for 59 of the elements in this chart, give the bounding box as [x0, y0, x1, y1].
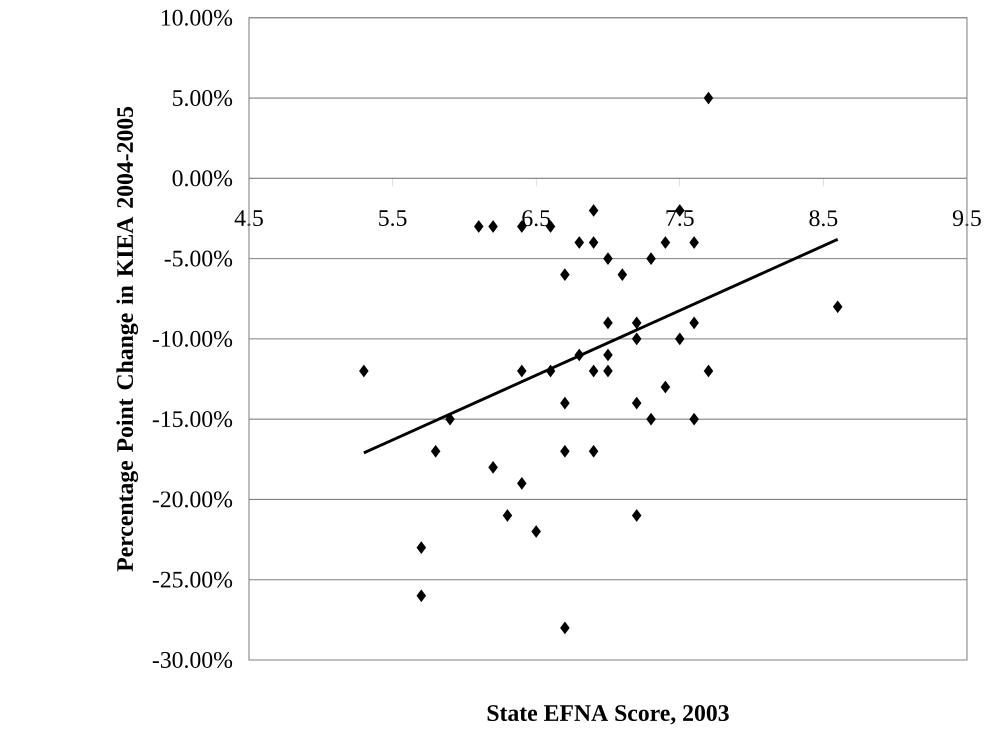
point: [646, 252, 656, 265]
point: [675, 332, 684, 346]
point: [632, 509, 642, 522]
point: [632, 396, 642, 410]
x-tick-label: 6.5: [522, 210, 550, 226]
point: [618, 268, 628, 281]
point: [603, 348, 613, 362]
point: [359, 364, 369, 378]
y-tick-label: -30.00%: [152, 652, 232, 668]
x-tick-label: 4.5: [234, 210, 263, 226]
point: [574, 348, 584, 362]
point: [588, 364, 598, 378]
point: [833, 300, 842, 313]
point: [560, 445, 570, 458]
point: [416, 541, 426, 554]
y-tick-label: -10.00%: [152, 330, 232, 347]
point: [416, 590, 426, 602]
x-tick-label: 8.5: [809, 210, 838, 226]
x-axis-title: State EFNA Score, 2003: [488, 705, 729, 724]
point: [704, 92, 714, 104]
y-tick-label: -20.00%: [152, 491, 232, 508]
point: [546, 364, 556, 378]
point: [588, 236, 598, 249]
x-tick-label: 9.5: [952, 210, 981, 226]
point: [531, 525, 541, 538]
point: [704, 364, 714, 378]
point: [632, 316, 642, 329]
point: [588, 204, 598, 217]
point: [689, 316, 699, 329]
point: [517, 477, 527, 490]
point: [474, 220, 484, 233]
y-tick-label: -15.00%: [152, 411, 232, 428]
point: [660, 380, 670, 394]
point: [603, 316, 613, 329]
point: [588, 445, 598, 458]
point: [632, 332, 642, 346]
point: [488, 461, 498, 474]
point: [603, 252, 613, 265]
point: [689, 412, 699, 426]
x-tick-label: 5.5: [379, 210, 406, 226]
y-axis-title: Percentage Point Change in KIEA 2004-2005: [116, 106, 138, 572]
point: [488, 220, 498, 233]
y-tick-label: 10.00%: [162, 10, 232, 26]
y-tick-label: 0.00%: [172, 170, 232, 186]
point: [560, 396, 570, 410]
x-tick-label: 7.5: [666, 210, 694, 226]
y-tick-label: -5.00%: [164, 250, 232, 267]
y-tick-label: 5.00%: [173, 90, 232, 106]
point: [603, 364, 613, 378]
point: [502, 509, 512, 522]
point: [560, 622, 570, 634]
point: [646, 412, 656, 426]
y-tick-label: -25.00%: [152, 572, 232, 588]
point: [517, 364, 527, 378]
point: [660, 236, 670, 249]
point: [430, 445, 440, 458]
point: [689, 236, 699, 249]
point: [560, 268, 570, 281]
point: [574, 236, 584, 249]
